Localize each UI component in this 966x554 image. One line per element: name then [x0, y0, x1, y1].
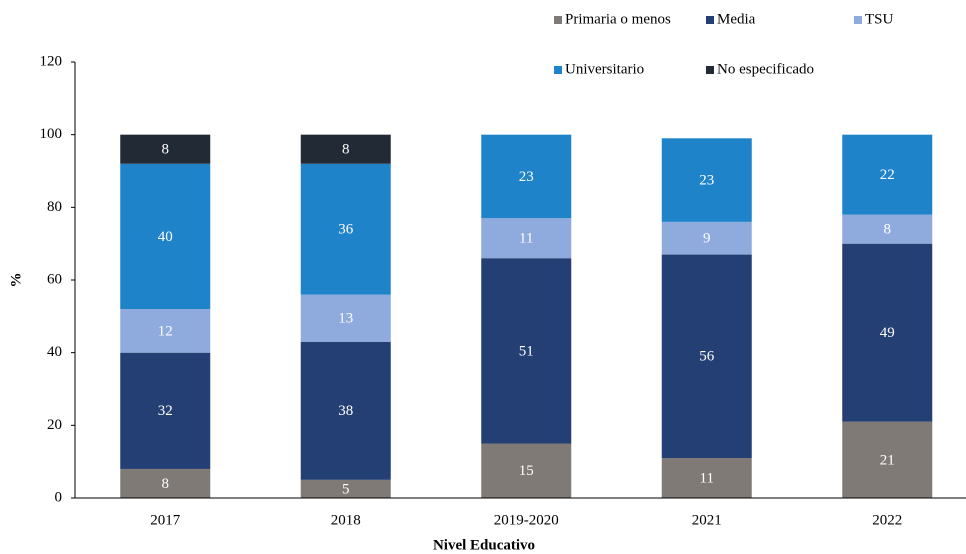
bar-segment: [120, 163, 211, 310]
data-label: 11: [519, 231, 533, 247]
bar-segment: [842, 134, 933, 215]
data-label: 15: [519, 463, 534, 479]
bar-segment: [120, 134, 211, 164]
data-label: 12: [158, 323, 173, 339]
x-tick-label: 2019-2020: [494, 512, 559, 528]
y-tick-label: 20: [47, 417, 62, 433]
bar-segment: [842, 421, 933, 498]
legend-swatch: [554, 16, 562, 24]
data-label: 38: [338, 403, 353, 419]
bar-segment: [481, 258, 572, 444]
bar-segment: [661, 458, 752, 498]
bar-segment: [661, 138, 752, 222]
bar-segment: [481, 134, 572, 219]
data-label: 51: [519, 343, 534, 359]
data-label: 8: [162, 142, 170, 158]
legend-swatch: [554, 66, 562, 74]
data-label: 8: [884, 222, 892, 238]
y-axis-label: %: [8, 273, 24, 288]
x-axis-label: Nivel Educativo: [433, 537, 535, 553]
bar-segment: [120, 352, 211, 469]
legend-swatch: [854, 16, 862, 24]
data-label: 8: [342, 142, 350, 158]
y-tick-label: 80: [47, 199, 62, 215]
bar-segment: [481, 218, 572, 259]
legend-label: TSU: [865, 11, 894, 27]
legend-label: Universitario: [565, 61, 644, 77]
bar-segment: [120, 309, 211, 353]
data-label: 36: [338, 222, 354, 238]
bar-segment: [300, 134, 391, 164]
bar-segment: [842, 214, 933, 244]
y-tick-label: 120: [40, 53, 63, 69]
data-label: 9: [703, 231, 711, 247]
legend-label: Primaria o menos: [565, 11, 671, 27]
bar-segment: [661, 254, 752, 459]
y-tick-label: 40: [47, 344, 62, 360]
bar-segment: [120, 468, 211, 498]
data-label: 40: [158, 229, 173, 245]
y-tick-label: 0: [55, 489, 63, 505]
bar-segment: [842, 243, 933, 422]
bar-segment: [481, 443, 572, 498]
y-tick-label: 100: [40, 126, 63, 142]
data-label: 13: [338, 311, 353, 327]
bar-segment: [300, 479, 391, 498]
data-label: 32: [158, 403, 173, 419]
data-label: 23: [699, 173, 714, 189]
x-tick-label: 2021: [692, 512, 722, 528]
data-label: 22: [880, 167, 895, 183]
x-tick-label: 2022: [872, 512, 902, 528]
data-label: 49: [880, 325, 895, 341]
legend-swatch: [706, 16, 714, 24]
bar-segment: [300, 341, 391, 480]
x-tick-label: 2017: [150, 512, 181, 528]
legend-label: Media: [717, 11, 756, 27]
bar-segment: [300, 163, 391, 295]
bar-segment: [300, 294, 391, 342]
data-label: 23: [519, 169, 534, 185]
data-label: 56: [699, 349, 715, 365]
legend-label: No especificado: [717, 61, 814, 77]
data-label: 11: [700, 470, 714, 486]
data-label: 8: [162, 476, 170, 492]
bar-segment: [661, 221, 752, 255]
legend-swatch: [706, 66, 714, 74]
y-tick-label: 60: [47, 271, 62, 287]
x-tick-label: 2018: [331, 512, 361, 528]
data-label: 5: [342, 481, 350, 497]
data-label: 21: [880, 452, 895, 468]
